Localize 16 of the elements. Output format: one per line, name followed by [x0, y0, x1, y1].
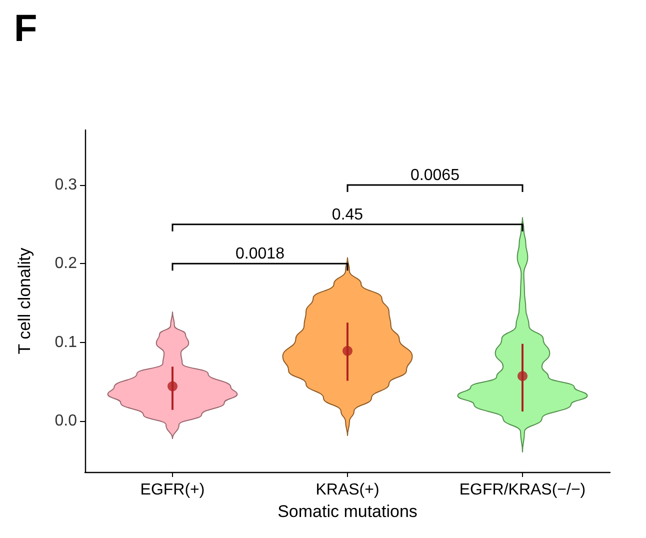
y-axis-title: T cell clonality: [15, 247, 34, 354]
x-axis-title: Somatic mutations: [278, 502, 418, 521]
y-tick-label: 0.0: [54, 412, 78, 430]
x-tick-label: EGFR(+): [140, 482, 205, 498]
annotation: 0.0018: [236, 246, 285, 263]
y-tick-label: 0.3: [54, 176, 78, 194]
x-tick-label: EGFR/KRAS(−/−): [459, 482, 586, 498]
x-tick-label: KRAS(+): [316, 482, 380, 498]
y-tick-label: 0.2: [54, 255, 78, 272]
point: [168, 381, 178, 392]
annotation: 0.45: [332, 206, 364, 224]
annotation: 0.0065: [410, 167, 460, 184]
point: [518, 371, 528, 382]
point: [342, 346, 352, 356]
y-tick-label: 0.1: [54, 334, 78, 351]
chart-title: F: [14, 8, 38, 51]
